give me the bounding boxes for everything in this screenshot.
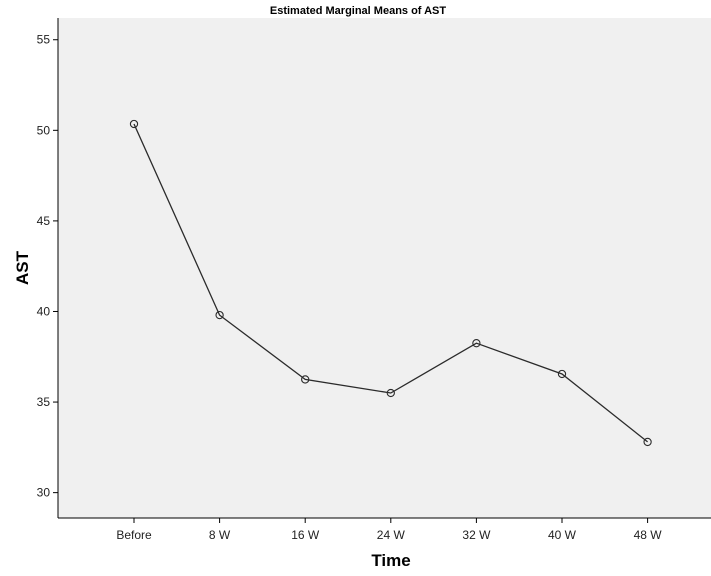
x-tick-label: 8 W xyxy=(209,528,231,542)
y-axis-title: AST xyxy=(13,250,32,285)
x-tick-label: 24 W xyxy=(377,528,406,542)
x-axis-title: Time xyxy=(371,551,410,570)
y-tick-label: 30 xyxy=(37,486,51,500)
y-axis-ticks: 30 35 40 45 50 55 xyxy=(37,33,58,500)
y-tick-label: 40 xyxy=(37,304,51,318)
y-tick-label: 45 xyxy=(37,214,51,228)
x-tick-label: 16 W xyxy=(291,528,320,542)
data-point xyxy=(215,310,224,320)
series-layer xyxy=(129,119,652,447)
data-point xyxy=(129,119,139,129)
data-point xyxy=(472,339,481,348)
y-tick-label: 35 xyxy=(37,395,51,409)
data-point xyxy=(301,375,310,384)
data-point xyxy=(557,369,567,379)
x-tick-label: Before xyxy=(116,528,152,542)
y-tick-label: 55 xyxy=(37,33,51,47)
x-tick-label: 32 W xyxy=(462,528,491,542)
y-tick-label: 50 xyxy=(37,123,51,137)
x-axis-ticks: Before 8 W 16 W 24 W 32 W 40 W 48 W xyxy=(116,518,662,542)
chart-title: Estimated Marginal Means of AST xyxy=(270,5,447,17)
data-point xyxy=(643,437,652,447)
plot-area xyxy=(58,18,711,518)
data-point xyxy=(386,388,395,398)
series-line xyxy=(133,123,649,443)
x-tick-label: 48 W xyxy=(634,528,663,542)
x-tick-label: 40 W xyxy=(548,528,577,542)
